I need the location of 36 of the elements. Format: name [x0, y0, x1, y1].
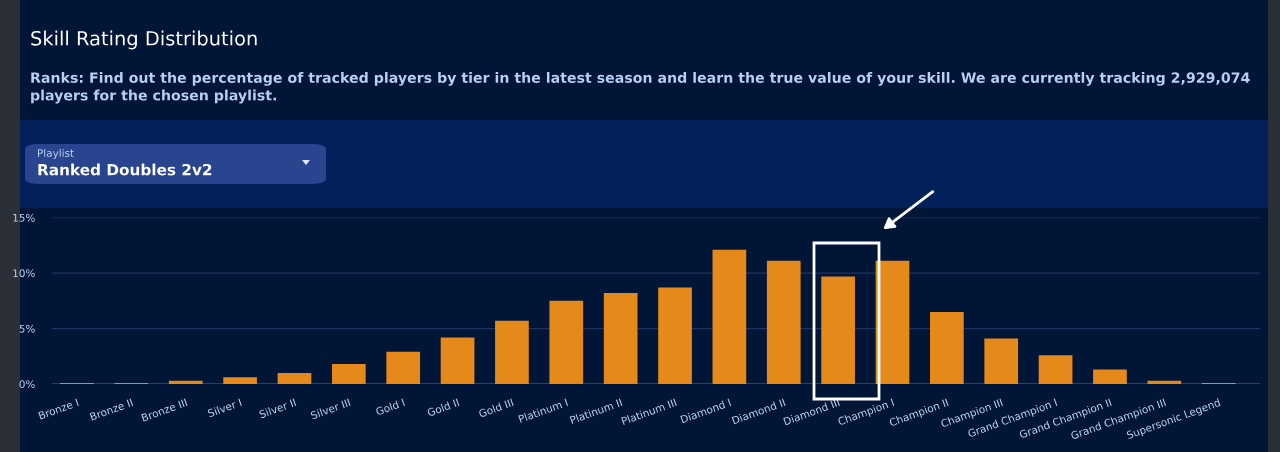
x-tick-label: Bronze I: [38, 398, 79, 420]
bar: [603, 293, 638, 384]
x-tick-label: Bronze II: [89, 398, 134, 421]
x-tick-label: Bronze III: [141, 398, 188, 422]
bar: [658, 287, 692, 384]
bar: [766, 260, 801, 384]
bar: [875, 260, 910, 384]
bar: [821, 276, 855, 384]
x-tick-label: Gold III: [478, 398, 514, 418]
x-tick-label: Silver III: [310, 398, 351, 420]
x-tick-label: Gold I: [375, 398, 405, 416]
bar: [386, 351, 421, 384]
bar: [168, 380, 203, 384]
bar: [277, 372, 312, 384]
x-tick-label: Silver II: [258, 398, 297, 419]
chart-subtitle: Ranks: Find out the percentage of tracked players by tier in the latest season and learn the true value of your skill. We are currently tracking 2,929,074 players for the chosen playlist.: [31, 72, 1250, 104]
bar: [495, 320, 529, 384]
bar: [331, 364, 366, 384]
chart-title: Skill Rating Distribution: [31, 30, 257, 50]
text: Ranked Doubles 2v2: [38, 163, 212, 176]
y-tick-label: 15%: [13, 213, 35, 222]
bar: [1093, 369, 1127, 384]
bar: [1147, 380, 1182, 384]
bar: [440, 337, 475, 384]
text: Playlist: [38, 148, 74, 160]
bar: [223, 377, 257, 384]
y-tick-label: 10%: [13, 269, 35, 278]
bar: [712, 249, 747, 384]
bar: [549, 300, 584, 384]
x-tick-label: Silver I: [207, 398, 242, 418]
y-tick-label: 5%: [19, 324, 35, 333]
x-tick-label: Gold II: [426, 398, 460, 417]
y-tick-label: 0%: [19, 380, 35, 389]
bar: [984, 338, 1019, 384]
bar: [930, 311, 964, 384]
bar: [1038, 355, 1073, 384]
